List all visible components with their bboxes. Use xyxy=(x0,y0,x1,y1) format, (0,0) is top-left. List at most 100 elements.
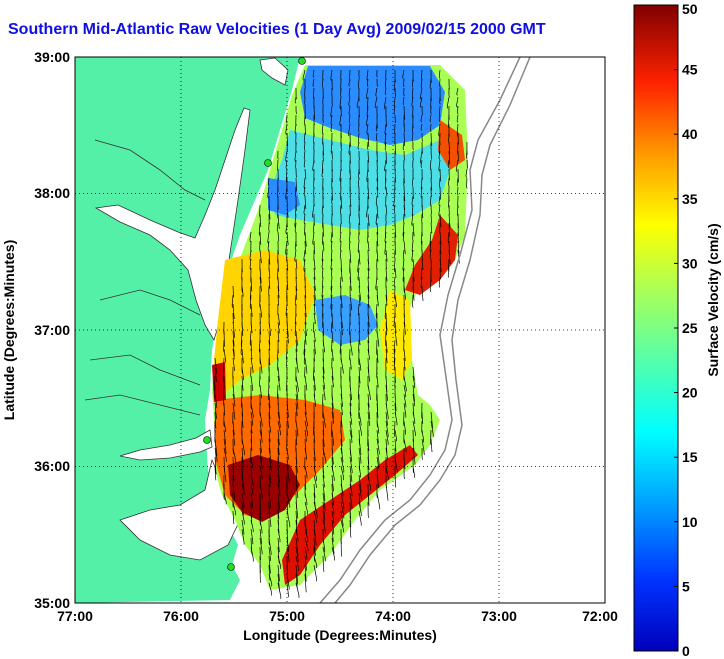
velocity-vector xyxy=(439,231,442,245)
velocity-vector xyxy=(394,258,396,273)
velocity-vector xyxy=(232,312,235,324)
velocity-vector xyxy=(241,321,244,336)
velocity-vector xyxy=(214,366,217,382)
velocity-vector xyxy=(455,159,459,172)
velocity-vector xyxy=(267,177,270,187)
velocity-vector xyxy=(304,537,309,552)
velocity-vector xyxy=(241,447,244,464)
velocity-vector xyxy=(295,546,299,563)
velocity-vector xyxy=(232,348,235,360)
velocity-vector xyxy=(402,231,405,242)
velocity-vector xyxy=(394,114,396,123)
velocity-vector xyxy=(277,528,281,543)
velocity-vector xyxy=(331,96,333,107)
velocity-vector xyxy=(419,96,423,108)
velocity-vector xyxy=(223,447,227,462)
velocity-vector xyxy=(376,420,380,434)
velocity-vector xyxy=(412,393,415,407)
velocity-vector xyxy=(222,366,225,383)
velocity-vector xyxy=(277,294,280,306)
colorbar-tick-label: 20 xyxy=(682,385,698,401)
velocity-vector xyxy=(420,114,423,123)
velocity-vector xyxy=(366,204,369,218)
velocity-vector xyxy=(322,96,324,106)
velocity-vector xyxy=(375,276,378,291)
velocity-vector xyxy=(403,411,405,426)
velocity-vector xyxy=(358,465,362,478)
velocity-vector xyxy=(304,168,307,179)
y-tick-label: 38:00 xyxy=(34,185,70,201)
velocity-vector xyxy=(357,258,360,273)
velocity-vector xyxy=(340,492,345,510)
velocity-vector xyxy=(421,204,424,219)
velocity-vector xyxy=(385,186,388,196)
velocity-vector xyxy=(259,429,263,443)
velocity-vector xyxy=(240,393,243,408)
velocity-vector xyxy=(295,456,298,473)
velocity-vector xyxy=(294,123,297,134)
velocity-vector xyxy=(394,141,397,155)
velocity-vector xyxy=(448,78,450,90)
river-estuary xyxy=(84,139,206,416)
velocity-vector xyxy=(403,402,407,418)
velocity-vector xyxy=(421,429,425,443)
radar-stations xyxy=(203,57,306,571)
colorbar-tick-label: 45 xyxy=(682,62,698,78)
velocity-vector xyxy=(294,150,297,162)
velocity-vector xyxy=(421,69,423,81)
velocity-vector xyxy=(249,330,252,346)
velocity-vector xyxy=(385,402,389,420)
velocity-vector xyxy=(430,150,433,160)
velocity-vector xyxy=(393,312,396,328)
field-peak-region-south xyxy=(228,455,300,522)
velocity-vector xyxy=(420,78,423,89)
x-tick-label: 75:00 xyxy=(269,608,305,624)
velocity-vector xyxy=(403,150,405,161)
velocity-vector xyxy=(385,258,387,270)
velocity-vector xyxy=(340,213,342,224)
velocity-vector xyxy=(358,411,362,426)
velocity-vector xyxy=(340,519,344,533)
velocity-vector xyxy=(340,402,343,416)
velocity-vector xyxy=(267,384,270,401)
velocity-vector xyxy=(304,240,307,255)
velocity-vector xyxy=(304,511,306,528)
velocity-vector xyxy=(232,285,235,298)
velocity-vector xyxy=(340,465,345,481)
velocity-vector xyxy=(330,105,333,118)
velocity-vector xyxy=(358,492,361,507)
velocity-vector xyxy=(302,69,306,81)
velocity-vector xyxy=(286,330,289,344)
velocity-vector xyxy=(277,375,281,391)
field-edge-red-east xyxy=(405,215,458,295)
velocity-vector xyxy=(232,321,235,338)
velocity-vector xyxy=(376,78,378,87)
velocity-vector xyxy=(457,132,460,145)
velocity-vector xyxy=(430,420,434,437)
velocity-vector xyxy=(322,510,325,526)
velocity-vector xyxy=(312,69,315,78)
velocity-vector xyxy=(340,393,343,407)
velocity-vector xyxy=(375,303,378,319)
velocity-vector xyxy=(250,546,254,562)
velocity-vector xyxy=(295,375,299,392)
velocity-vector xyxy=(384,78,387,88)
velocity-vector xyxy=(394,267,397,278)
velocity-vector xyxy=(376,330,380,347)
velocity-vector xyxy=(322,483,326,501)
colorbar-gradient xyxy=(633,4,679,652)
velocity-vector xyxy=(313,276,316,291)
bathymetry-contour-deep xyxy=(334,57,531,603)
velocity-vector xyxy=(403,78,405,88)
velocity-vector xyxy=(303,348,306,365)
velocity-vector xyxy=(295,285,298,301)
field-edge-red-south xyxy=(282,445,418,585)
velocity-vector xyxy=(259,411,263,427)
velocity-vector xyxy=(331,330,334,343)
velocity-vector xyxy=(259,231,262,245)
velocity-vector xyxy=(303,159,306,168)
velocity-vector xyxy=(286,465,290,483)
velocity-vector xyxy=(232,429,236,446)
velocity-vector xyxy=(214,411,217,429)
velocity-vector xyxy=(349,483,353,497)
